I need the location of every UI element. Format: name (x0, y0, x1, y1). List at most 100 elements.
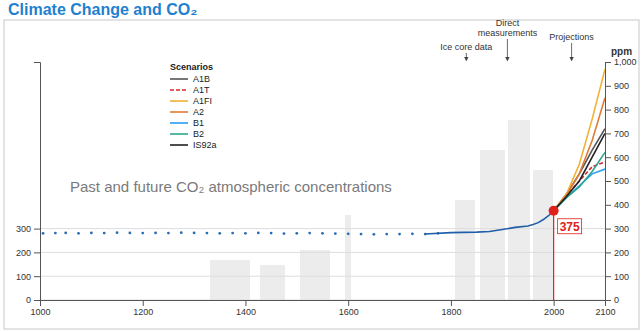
tick: 1800 (441, 300, 461, 317)
tick: 1200 (133, 300, 153, 317)
point (372, 233, 375, 236)
subtitle: Past and future CO₂ atmospheric concentr… (70, 178, 392, 195)
tick: 700 (605, 129, 629, 139)
annotation-line: Projections (549, 32, 594, 42)
tick: 600 (605, 153, 629, 163)
legend-swatch (170, 144, 188, 146)
tick-mark (605, 181, 611, 182)
tick: 400 (605, 200, 629, 210)
point (64, 231, 67, 234)
legend-swatch (170, 78, 188, 80)
building (260, 265, 285, 300)
axis-line (606, 63, 612, 301)
tick: 2000 (544, 300, 564, 317)
tick-label: 600 (614, 153, 629, 163)
tick-label: 400 (614, 200, 629, 210)
tick-mark (605, 300, 611, 301)
point (231, 232, 234, 235)
tick-label: 200 (614, 248, 629, 258)
tick-label: 1000 (30, 307, 50, 317)
annotation-line: Ice core data (440, 42, 492, 52)
tick: 100 (605, 272, 629, 282)
point (116, 231, 119, 234)
point (206, 232, 209, 235)
tick-label: 800 (614, 105, 629, 115)
legend-label: IS92a (193, 140, 217, 150)
tick-mark (34, 252, 40, 253)
legend: ScenariosA1BA1TA1FIA2B1B2IS92a (170, 62, 217, 150)
axis-line (34, 63, 41, 301)
series-line (425, 211, 553, 234)
highlight-label: 375 (560, 220, 580, 234)
annotation-arrow (507, 39, 508, 59)
tick-mark (605, 205, 611, 206)
grid-line (40, 228, 605, 229)
tick: 300 (605, 224, 629, 234)
building (508, 120, 530, 300)
tick: 500 (605, 176, 629, 186)
series-line (554, 133, 605, 210)
point (411, 232, 414, 235)
tick: 200 (605, 248, 629, 258)
legend-label: A2 (193, 107, 204, 117)
tick: 900 (605, 81, 629, 91)
tick-mark (605, 229, 611, 230)
tick: 1000 (30, 300, 50, 317)
decoration (210, 120, 553, 300)
legend-title: Scenarios (170, 62, 213, 72)
point (154, 231, 157, 234)
highlight-label-bg (558, 219, 582, 234)
annotation-arrow (571, 43, 572, 59)
tick-label: 1600 (339, 307, 359, 317)
tick-label: 2100 (595, 307, 615, 317)
grid-line (40, 252, 605, 253)
point (360, 233, 363, 236)
point (283, 232, 286, 235)
point (167, 232, 170, 235)
tick-mark (554, 300, 555, 306)
chart-container: Climate Change and CO₂100012001400160018… (0, 0, 641, 331)
building (455, 200, 475, 300)
point (128, 231, 131, 234)
tick: 2100 (595, 300, 615, 317)
legend-swatch (170, 133, 188, 135)
point (398, 233, 401, 236)
tick-mark (348, 300, 349, 306)
chart-svg: Climate Change and CO₂100012001400160018… (0, 0, 641, 331)
legend-label: B2 (193, 129, 204, 139)
tick: 200 (16, 248, 40, 258)
point (321, 232, 324, 235)
point (77, 232, 80, 235)
tick-mark (34, 300, 40, 301)
tick-mark (605, 276, 611, 277)
tick-mark (605, 86, 611, 87)
legend-label: A1FI (193, 96, 212, 106)
legend-swatch (170, 89, 188, 91)
point (90, 231, 93, 234)
annotation-arrow (466, 53, 467, 59)
tick-label: 2000 (544, 307, 564, 317)
point (141, 232, 144, 235)
legend-swatch (170, 122, 188, 124)
tick-mark (605, 252, 611, 253)
series-line (554, 98, 605, 211)
tick: 0 (26, 295, 40, 305)
tick-mark (245, 300, 246, 306)
series-line (554, 69, 605, 211)
tick-mark (605, 110, 611, 111)
y2-axis: 01002003004005006007008009001,000 (605, 57, 637, 305)
tick-mark (34, 229, 40, 230)
tick-mark (451, 300, 452, 306)
x-axis: 1000 1200 1400 1600 1800 2000 2100 (30, 300, 615, 317)
grid (40, 229, 605, 300)
tick-label: 100 (16, 272, 31, 282)
tick-label: 300 (614, 224, 629, 234)
tick-label: 1400 (236, 307, 256, 317)
tick: 100 (16, 272, 40, 282)
point (347, 232, 350, 235)
tick-label: 900 (614, 81, 629, 91)
point (193, 231, 196, 234)
annotation-line: Direct (496, 18, 520, 28)
building (210, 260, 250, 300)
tick-label: 1200 (133, 307, 153, 317)
